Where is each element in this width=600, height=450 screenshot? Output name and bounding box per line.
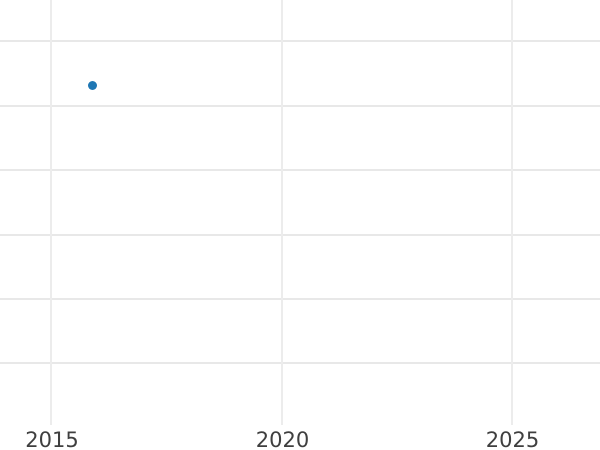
gridline-horizontal (0, 362, 600, 364)
gridline-horizontal (0, 40, 600, 42)
gridline-horizontal (0, 169, 600, 171)
gridline-vertical (281, 0, 283, 425)
gridline-vertical (50, 0, 52, 425)
gridline-vertical (511, 0, 513, 425)
data-point[interactable] (87, 80, 97, 90)
gridline-horizontal (0, 104, 600, 107)
x-tick-label-2025: 2025 (485, 428, 540, 450)
x-tick-label-2015: 2015 (25, 428, 79, 450)
x-tick-label-2020: 2020 (255, 428, 310, 450)
gridline-horizontal (0, 297, 600, 300)
gridline-horizontal (0, 233, 600, 236)
